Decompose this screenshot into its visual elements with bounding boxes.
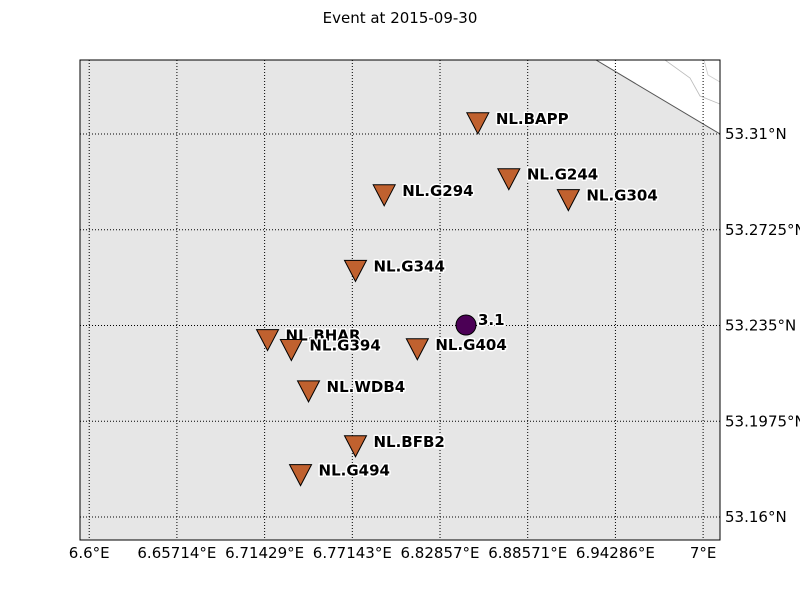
map-ticks: 6.6°E 6.65714°E 6.71429°E 6.77143°E 6.82857°… <box>69 125 800 562</box>
station-label: NL.G404 <box>435 336 506 354</box>
lon-tick-label: 6.77143°E <box>313 544 392 562</box>
station-label: NL.G344 <box>373 257 444 275</box>
lat-tick-label: 53.31°N <box>725 125 787 143</box>
station-nl-g404: NL.G404 <box>405 334 508 361</box>
station-nl-g304: NL.G304 <box>556 185 659 212</box>
event-marker-group: 3.1 <box>455 310 506 336</box>
station-label: NL.G394 <box>309 337 380 355</box>
station-nl-bhar: NL.BHAR <box>255 325 362 352</box>
station-triangle-icon <box>279 339 304 362</box>
lon-tick-label: 6.6°E <box>69 544 110 562</box>
station-triangle-icon <box>372 184 397 207</box>
station-nl-g494: NL.G494 <box>288 460 391 487</box>
land-area <box>80 60 720 540</box>
station-triangle-icon <box>405 338 430 361</box>
station-triangle-icon <box>496 168 521 191</box>
coastline-detail <box>664 60 720 105</box>
station-label: NL.G294 <box>402 182 473 200</box>
station-label: NL.G304 <box>586 187 657 205</box>
station-markers: NL.BAPP NL.G244 NL.G294 NL.G304 NL.G344 NL.BH… <box>255 108 659 487</box>
lon-tick-label: 7°E <box>690 544 717 562</box>
station-label: NL.BFB2 <box>373 433 444 451</box>
lon-tick-label: 6.71429°E <box>225 544 304 562</box>
lat-tick-label: 53.235°N <box>725 317 796 335</box>
station-label: NL.BHAR <box>286 327 361 345</box>
station-triangle-icon <box>343 435 368 458</box>
lat-tick-label: 53.2725°N <box>725 221 800 239</box>
map-grid <box>80 60 720 540</box>
event-magnitude-label: 3.1 <box>478 311 505 329</box>
station-nl-g294: NL.G294 <box>372 180 475 207</box>
station-triangle-icon <box>296 380 321 403</box>
lat-tick-label: 53.1975°N <box>725 412 800 430</box>
coastline-detail-2 <box>703 60 720 83</box>
map-title: Event at 2015-09-30 <box>322 9 478 27</box>
station-triangle-icon <box>465 112 490 135</box>
station-triangle-icon <box>343 259 368 283</box>
station-triangle-icon <box>288 464 313 487</box>
station-triangle-icon <box>556 189 581 212</box>
lat-tick-label: 53.16°N <box>725 508 787 526</box>
lon-tick-label: 6.94286°E <box>576 544 655 562</box>
station-nl-g244: NL.G244 <box>496 164 600 191</box>
station-label: NL.BAPP <box>496 110 569 128</box>
map-frame <box>79 59 721 541</box>
station-label: NL.WDB4 <box>327 378 406 396</box>
lon-tick-label: 6.88571°E <box>488 544 567 562</box>
station-nl-bapp: NL.BAPP <box>465 108 570 135</box>
station-nl-wdb4: NL.WDB4 <box>296 376 407 403</box>
lon-tick-label: 6.65714°E <box>137 544 216 562</box>
station-nl-g394: NL.G394 <box>279 335 382 362</box>
station-label: NL.G244 <box>527 166 598 184</box>
event-circle-icon <box>455 314 477 336</box>
station-nl-g344: NL.G344 <box>343 256 446 283</box>
lon-tick-label: 6.82857°E <box>401 544 480 562</box>
station-nl-bfb2: NL.BFB2 <box>343 431 446 458</box>
station-label: NL.G494 <box>319 462 390 480</box>
station-triangle-icon <box>255 329 280 352</box>
